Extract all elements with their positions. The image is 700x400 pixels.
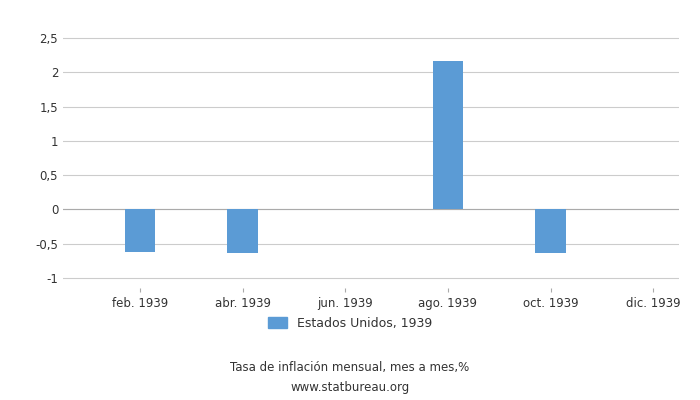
Bar (228, 209, 258, 253)
Bar (433, 61, 463, 209)
Legend: Estados Unidos, 1939: Estados Unidos, 1939 (268, 317, 432, 330)
Bar (125, 209, 155, 252)
Bar (536, 209, 566, 253)
Text: www.statbureau.org: www.statbureau.org (290, 382, 410, 394)
Text: Tasa de inflación mensual, mes a mes,%: Tasa de inflación mensual, mes a mes,% (230, 362, 470, 374)
